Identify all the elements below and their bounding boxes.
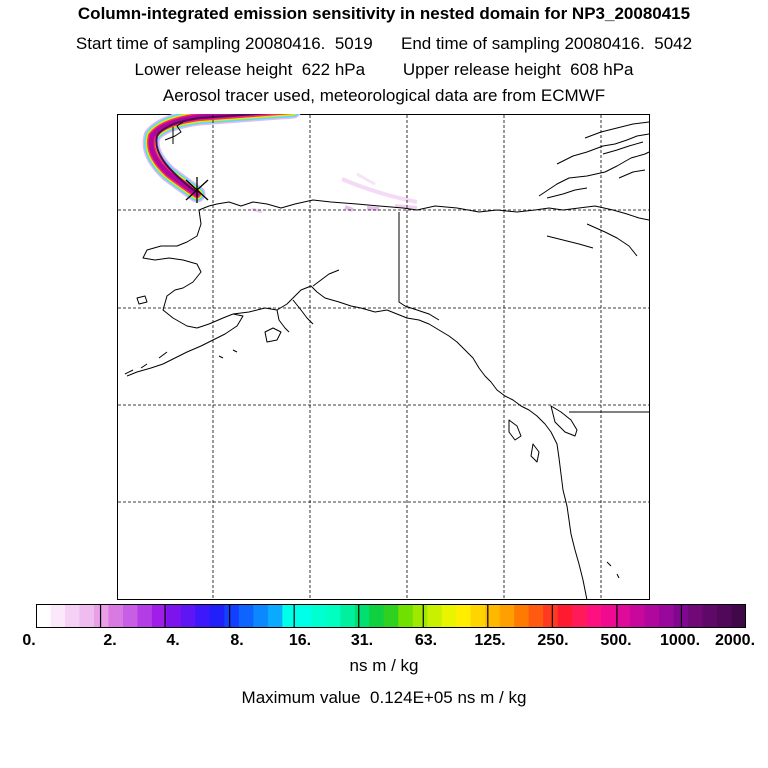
colorbar-cell [717,604,733,628]
colorbar-tick-label: 500. [600,632,632,649]
colorbar-cell [528,604,544,628]
colorbar-cell [311,604,327,628]
colorbar-cell [470,604,486,628]
colorbar-tick-label: 63. [414,632,438,649]
release-height-line: Lower release height 622 hPa Upper relea… [134,60,634,79]
colorbar-cell [325,604,341,628]
colorbar-cell [224,604,240,628]
colorbar-cell [615,604,631,628]
colorbar-cell [514,604,530,628]
colorbar-cell [108,604,124,628]
colorbar-cell [137,604,153,628]
colorbar-cell [543,604,559,628]
plot-title: Column-integrated emission sensitivity i… [77,4,691,23]
colorbar-cell [499,604,515,628]
colorbar-cell [630,604,646,628]
colorbar-tick-label: 0. [22,632,36,649]
colorbar-tick-label: 4. [166,632,180,649]
colorbar-cell [122,604,139,628]
colorbar-cell [659,604,675,628]
colorbar-cell [64,604,81,628]
colorbar-tick-label: 31. [350,632,374,649]
colorbar-cell [79,604,95,628]
colorbar-cell [586,604,602,628]
colorbar-cell [731,604,746,628]
colorbar-cell [93,604,110,628]
colorbar-major-dividers [99,604,683,628]
colorbar-cell [180,604,196,628]
sampling-time-line: Start time of sampling 20080416. 5019 En… [75,34,693,53]
colorbar-cell [383,604,399,628]
colorbar-cell [166,604,182,628]
colorbar-tick-label: 2. [103,632,117,649]
maximum-value-label: Maximum value 0.124E+05 ns m / kg [241,688,527,707]
colorbar-cell [238,604,254,628]
colorbar-cell [195,604,211,628]
colorbar-cell [296,604,312,628]
colorbar-cell [151,604,168,628]
colorbar-cell [557,604,573,628]
colorbar-cell [369,604,385,628]
colorbar-tick-label: 8. [230,632,244,649]
colorbar-cell [702,604,718,628]
political-boundaries [398,212,649,413]
colorbar-cell [398,604,414,628]
colorbar-tick-label: 125. [474,632,506,649]
colorbar-tick-label: 2000. [714,632,756,649]
colorbar-cell [50,604,66,628]
colorbar-cells [36,604,746,628]
colorbar-cell [427,604,443,628]
colorbar-cell [412,604,428,628]
colorbar-cell [36,604,52,628]
colorbar-cell [456,604,472,628]
colorbar-cell [209,604,225,628]
colorbar-cell [267,604,283,628]
colorbar [36,604,746,628]
colorbar-tick-label: 250. [537,632,569,649]
colorbar-cell [601,604,617,628]
main-sensitivity-plume [142,114,301,203]
faint-sensitivity-plume [251,172,418,214]
release-location-marker [185,177,209,203]
colorbar-cell [253,604,269,628]
colorbar-cell [688,604,704,628]
colorbar-cell [340,604,356,628]
colorbar-cell [485,604,501,628]
colorbar-tick-label: 16. [288,632,312,649]
colorbar-cell [354,604,370,628]
sensitivity-map [117,114,650,600]
coastlines [124,121,650,600]
colorbar-cell [282,604,298,628]
tracer-info-line: Aerosol tracer used, meteorological data… [162,86,606,105]
colorbar-tick-label: 1000. [659,632,701,649]
colorbar-cell [572,604,588,628]
colorbar-unit-label: ns m / kg [349,656,419,675]
colorbar-cell [441,604,457,628]
colorbar-frame [36,604,746,628]
colorbar-cell [644,604,660,628]
